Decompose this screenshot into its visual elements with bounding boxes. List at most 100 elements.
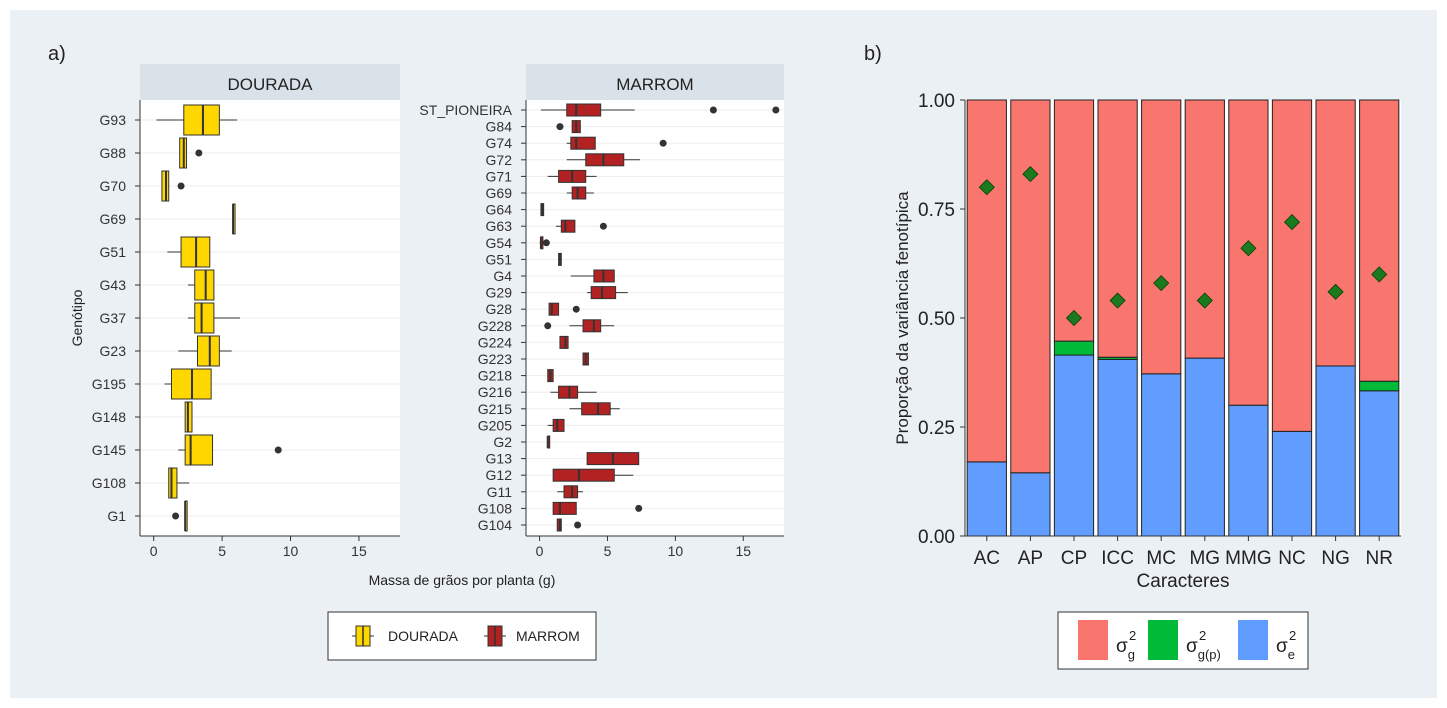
outlier-marrom-g228-0 — [544, 322, 552, 330]
outlier-marrom-g104-0 — [574, 521, 582, 529]
outlier-marrom-g74-0 — [659, 139, 667, 147]
y-tick-label-dourada-g148: G148 — [92, 409, 126, 425]
box-marrom-g216 — [558, 385, 579, 399]
y-tick-label-dourada-g88: G88 — [100, 145, 127, 161]
bar-g-icc — [1097, 99, 1138, 358]
legend-a-label-marrom: MARROM — [516, 628, 580, 644]
y-tick-label-marrom-g28: G28 — [486, 301, 513, 317]
y-tick-label-dourada-g1: G1 — [107, 508, 126, 524]
marker-nr — [1371, 266, 1388, 283]
y-axis-label-a: Genótipo — [69, 289, 85, 346]
marker-ap — [1022, 166, 1039, 183]
x-tick-label-b-nr: NR — [1365, 548, 1392, 569]
facet-strip-dourada — [140, 64, 400, 100]
y-tick-label-marrom-g224: G224 — [478, 334, 512, 350]
bar-e-mg — [1184, 357, 1225, 537]
bar-g-p--cp — [1053, 340, 1095, 356]
marker-icc — [1109, 292, 1126, 309]
outlier-marrom-st-pioneira-1 — [772, 106, 780, 114]
bar-e-nc — [1271, 430, 1313, 537]
outlier-marrom-g54-0 — [542, 239, 550, 247]
y-tick-label-dourada-g23: G23 — [100, 343, 127, 359]
x-tick-label-dourada-10: 10 — [283, 543, 299, 559]
facet-title-marrom: MARROM — [616, 75, 693, 94]
x-tick-label-b-mmg: MMG — [1225, 548, 1271, 569]
box-marrom-g215 — [581, 402, 611, 416]
legend-b-label-sigma-g: σg2 — [1116, 628, 1136, 662]
legend-a-item-dourada: DOURADA — [352, 625, 459, 647]
box-marrom-g11 — [563, 485, 579, 499]
outlier-marrom-g63-0 — [599, 222, 607, 230]
y-tick-label-marrom-g84: G84 — [486, 119, 513, 135]
y-tick-label-dourada-g37: G37 — [100, 310, 127, 326]
bar-g-ng — [1315, 99, 1356, 367]
box-dourada-g108 — [168, 467, 178, 499]
y-tick-label-b-0.25: 0.25 — [918, 418, 955, 439]
legend-b-swatch-sigma-e — [1238, 620, 1268, 660]
marker-mc — [1153, 275, 1170, 292]
y-tick-label-marrom-g4: G4 — [493, 268, 512, 284]
bar-e-ng — [1315, 365, 1356, 537]
y-tick-label-marrom-g69: G69 — [486, 185, 513, 201]
legend-a-item-marrom: MARROM — [484, 625, 580, 647]
y-tick-label-marrom-g51: G51 — [486, 251, 513, 267]
bar-g-ap — [1010, 99, 1051, 474]
y-tick-label-marrom-g63: G63 — [486, 218, 513, 234]
x-tick-label-b-icc: ICC — [1101, 548, 1134, 569]
marker-ng — [1327, 283, 1344, 300]
x-tick-label-marrom-15: 15 — [735, 543, 751, 559]
x-tick-label-b-mg: MG — [1189, 548, 1220, 569]
box-marrom-g74 — [570, 136, 596, 150]
y-tick-label-marrom-g108: G108 — [478, 500, 512, 516]
panel-a-label: a) — [48, 43, 66, 65]
facet-dourada: DOURADA 0 5 10 15 G93 G88 G70 G69 G51 G43 G37 G23 G19… — [92, 64, 400, 559]
box-marrom-g72 — [585, 153, 625, 167]
y-tick-label-b-0.75: 0.75 — [918, 200, 955, 221]
x-tick-label-marrom-5: 5 — [604, 543, 612, 559]
bar-g-mg — [1184, 99, 1225, 359]
y-tick-label-marrom-g74: G74 — [486, 135, 513, 151]
facet-strip-marrom — [526, 64, 784, 100]
legend-b-item-sigma-gp: σg(p)2 — [1148, 620, 1221, 662]
x-tick-label-b-nc: NC — [1278, 548, 1305, 569]
box-dourada-g23 — [196, 335, 220, 367]
bar-g-mc — [1141, 99, 1182, 375]
y-tick-label-dourada-g93: G93 — [100, 112, 127, 128]
box-marrom-g63 — [560, 219, 576, 233]
y-tick-label-dourada-g70: G70 — [100, 178, 127, 194]
y-tick-label-dourada-g108: G108 — [92, 475, 126, 491]
facet-title-dourada: DOURADA — [227, 75, 313, 94]
y-tick-label-marrom-g215: G215 — [478, 401, 512, 417]
legend-b-item-sigma-e: σe2 — [1238, 620, 1296, 662]
marker-cp — [1065, 309, 1083, 327]
y-tick-label-marrom-g2: G2 — [493, 434, 512, 450]
x-axis-label-a: Massa de grãos por planta (g) — [369, 572, 556, 588]
outlier-dourada-g1-0 — [172, 512, 180, 520]
box-dourada-g93 — [183, 104, 220, 136]
marker-mmg — [1240, 240, 1257, 257]
marker-ac — [978, 179, 995, 196]
y-tick-label-b-1.00: 1.00 — [918, 91, 955, 112]
y-tick-label-marrom-g104: G104 — [478, 517, 512, 533]
y-tick-label-marrom-g228: G228 — [478, 318, 512, 334]
x-tick-label-b-mc: MC — [1146, 548, 1176, 569]
x-tick-label-b-ap: AP — [1018, 548, 1043, 569]
legend-a: DOURADA MARROM — [327, 611, 597, 661]
panel-b-label: b) — [864, 43, 882, 65]
y-tick-label-marrom-g223: G223 — [478, 351, 512, 367]
x-axis-label-b: Caracteres — [1137, 571, 1230, 592]
panel-b: b) AC AP CP ICC MC MG MMG NC NG NR 0.00 0.25 0.50 0.7… — [864, 43, 1401, 670]
bar-e-ac — [966, 461, 1007, 537]
y-tick-label-b-0.00: 0.00 — [918, 527, 955, 548]
box-marrom-g224 — [559, 335, 569, 349]
y-tick-label-marrom-g72: G72 — [486, 152, 513, 168]
legend-b-swatch-sigma-gp — [1148, 620, 1178, 660]
bar-g-ac — [966, 99, 1007, 463]
outlier-dourada-g88-0 — [195, 149, 203, 157]
y-tick-label-dourada-g145: G145 — [92, 442, 126, 458]
y-tick-label-marrom-g29: G29 — [486, 285, 513, 301]
y-tick-label-marrom-g218: G218 — [478, 368, 512, 384]
y-tick-label-marrom-g71: G71 — [486, 168, 513, 184]
y-tick-label-marrom-g216: G216 — [478, 384, 512, 400]
